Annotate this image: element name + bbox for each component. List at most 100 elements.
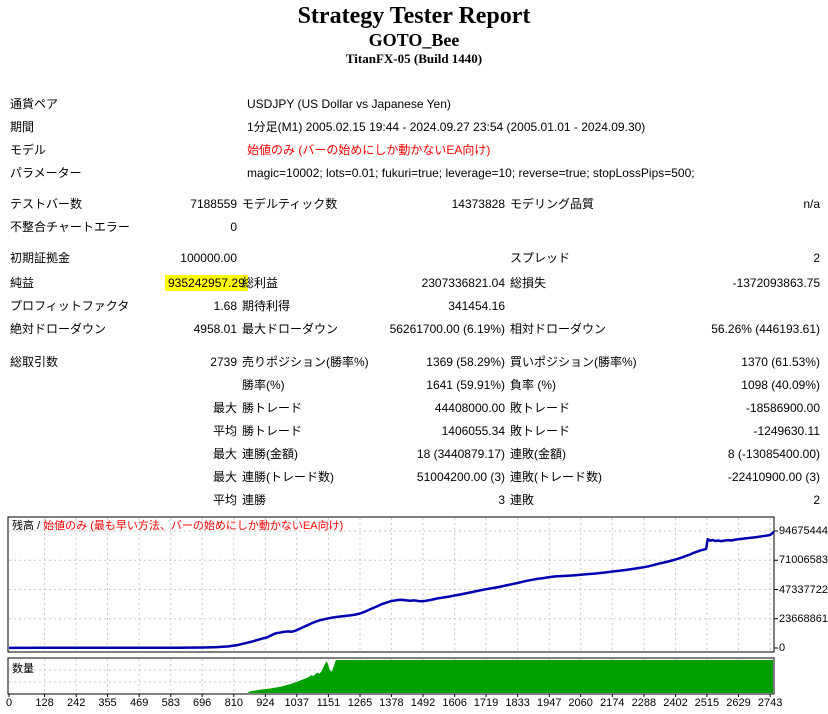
server-build: TitanFX-05 (Build 1440) (345, 51, 483, 66)
x-axis-label: 1606 (442, 697, 467, 709)
x-axis-label: 0 (5, 697, 13, 709)
x-axis-label: 355 (98, 697, 117, 709)
x-axis-label: 810 (224, 697, 243, 709)
table-row: 絶対ドローダウン 4958.01 最大ドローダウン 56261700.00 (6.19… (10, 317, 820, 340)
ea-name: GOTO_Bee (368, 30, 460, 50)
table-cell-label: 買いポジション(勝率%) (510, 355, 637, 369)
table-cell-value: 1641 (59.91%) (426, 377, 505, 392)
table-cell-value: 8 (-13085400.00) (727, 446, 820, 461)
table-cell-value: 1098 (40.09%) (741, 377, 820, 392)
chart-header: 残高 / 始値のみ (最も早い方法、バーの始めにしか動かないEA向け) (12, 517, 343, 533)
table-cell-value: -1372093863.75 (732, 275, 820, 290)
table-row: テストバー数 7188559 モデルティック数 14373828 モデリング品質 n/a (10, 192, 820, 215)
table-cell-value: 最大 (212, 470, 237, 484)
table-row: 平均 勝トレード 1406055.34 敗トレード -1249630.11 (10, 419, 820, 442)
table-row: 勝率(%) 1641 (59.91%) 負率 (%) 1098 (40.09%) (10, 373, 820, 396)
table-cell-label: 純益 (10, 276, 35, 290)
table-row: 期間 1分足(M1) 2005.02.15 19:44 - 2024.09.27 … (10, 115, 820, 138)
chart-header-separator: / (34, 520, 44, 532)
x-axis-label: 1037 (284, 697, 310, 709)
balance-line (8, 531, 775, 650)
table-cell-label: 期間 (10, 120, 35, 134)
table-cell-label: モデル (10, 143, 47, 157)
table-cell-value: 100000.00 (180, 250, 237, 265)
x-axis-label: 1265 (347, 697, 373, 709)
table-cell-label: モデリング品質 (510, 197, 595, 211)
table-cell-label: 勝トレード (242, 424, 303, 438)
table-cell-label: 期待利得 (242, 299, 291, 313)
x-axis-label: 1492 (410, 697, 436, 709)
table-row: モデル 始値のみ (バーの始めにしか動かないEA向け) (10, 138, 820, 161)
y-axis-label: 71006583 (779, 554, 828, 567)
balance-chart-area: 残高 / 始値のみ (最も早い方法、バーの始めにしか動かないEA向け) 数量 0… (0, 510, 828, 714)
table-cell-label: 敗トレード (510, 401, 571, 415)
x-axis-label: 469 (129, 697, 149, 709)
chart-svg (7, 516, 778, 697)
table-cell-value: magic=10002; lots=0.01; fukuri=true; lev… (247, 165, 695, 180)
table-cell-label: 最大ドローダウン (242, 322, 339, 336)
report-title-block: Strategy Tester Report GOTO_Bee TitanFX-… (0, 0, 828, 67)
x-axis-label: 583 (161, 697, 180, 709)
table-cell-label: 初期証拠金 (10, 251, 71, 265)
table-cell-value: 51004200.00 (3) (416, 469, 505, 484)
x-axis-label: 242 (66, 697, 86, 709)
chart-header-model-note: 始値のみ (最も早い方法、バーの始めにしか動かないEA向け) (43, 520, 344, 532)
table-cell-value: -1249630.11 (753, 423, 820, 438)
table-cell-value: 0 (230, 219, 237, 234)
table-cell-label: 総取引数 (10, 355, 59, 369)
table-cell-label: 売りポジション(勝率%) (242, 355, 369, 369)
x-axis-label: 128 (35, 697, 54, 709)
table-cell-label: パラメーター (10, 166, 82, 180)
row-gap (10, 238, 820, 246)
table-row: 最大 勝トレード 44408000.00 敗トレード -18586900.00 (10, 396, 820, 419)
table-cell-value: 3 (498, 492, 505, 507)
table-cell-value: 平均 (212, 424, 237, 438)
table-cell-label: 負率 (%) (510, 378, 556, 392)
table-cell-value: 7188559 (190, 196, 237, 211)
table-cell-label: 連敗(トレード数) (510, 470, 602, 484)
table-cell-label: 総利益 (242, 276, 279, 290)
table-cell-label: 連勝 (242, 493, 267, 507)
x-axis-label: 2060 (568, 697, 593, 709)
table-cell-label: 絶対ドローダウン (10, 322, 107, 336)
x-axis-label: 1378 (379, 697, 404, 709)
net-profit-highlight: 935242957.29 (165, 274, 248, 291)
table-cell-value: -22410900.00 (3) (727, 469, 820, 484)
table-cell-label: 敗トレード (510, 424, 571, 438)
table-cell-value: 1370 (61.53%) (741, 354, 820, 369)
x-axis-label: 2743 (757, 697, 783, 709)
table-cell-value: 2 (813, 492, 820, 507)
x-axis-label: 2288 (631, 697, 657, 709)
table-cell-label: 通貨ペア (10, 97, 59, 111)
table-row: 最大 連勝(トレード数) 51004200.00 (3) 連敗(トレード数) -2241… (10, 465, 820, 488)
table-cell-value: -18586900.00 (745, 400, 820, 415)
table-cell-label: 勝トレード (242, 401, 303, 415)
table-row: パラメーター magic=10002; lots=0.01; fukuri=tru… (10, 161, 820, 184)
y-axis-label: 23668861 (779, 612, 828, 625)
table-row: 平均 連勝 3 連敗 2 (10, 488, 820, 511)
table-cell-label: 連勝(金額) (242, 447, 298, 461)
x-axis-label: 1833 (505, 697, 530, 709)
table-cell-value: 2307336821.04 (421, 275, 505, 290)
table-cell-value: 1.68 (213, 298, 237, 313)
table-cell-value: 最大 (212, 401, 237, 415)
table-cell-label: 相対ドローダウン (510, 322, 607, 336)
table-cell-value: n/a (803, 196, 820, 211)
table-cell-value: 1369 (58.29%) (426, 354, 505, 369)
table-cell-value: 14373828 (451, 196, 505, 211)
x-axis-label: 1719 (473, 697, 499, 709)
y-axis-label: 94675444 (779, 525, 828, 537)
x-axis-label: 2629 (726, 697, 751, 709)
x-axis-label: 696 (192, 697, 212, 709)
table-row: 最大 連勝(金額) 18 (3440879.17) 連敗(金額) 8 (-1308540… (10, 442, 820, 465)
page-title: Strategy Tester Report (297, 3, 531, 29)
table-cell-value: 56.26% (446193.61) (711, 321, 820, 336)
table-cell-value: 最大 (212, 447, 237, 461)
x-axis-label: 2515 (694, 697, 720, 709)
table-cell-label: テストバー数 (10, 197, 83, 211)
x-axis-label: 924 (256, 697, 275, 709)
table-cell-value: 平均 (212, 493, 237, 507)
table-cell-value: 1406055.34 (441, 423, 505, 438)
x-axis-label: 2174 (600, 697, 625, 709)
